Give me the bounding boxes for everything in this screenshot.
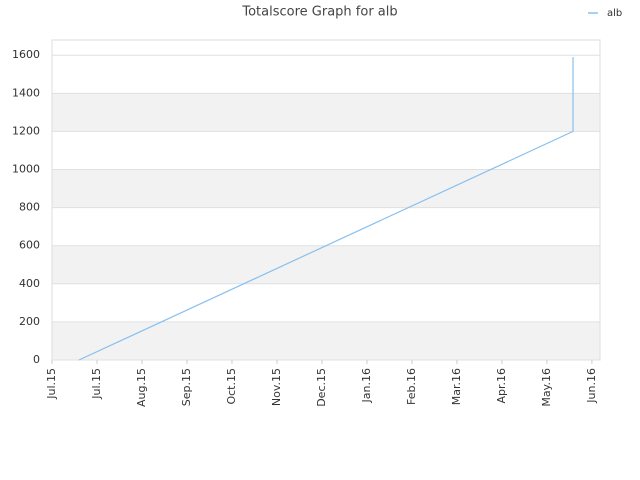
y-tick-label: 400 [19, 277, 40, 290]
x-tick-label: Aug.15 [135, 368, 148, 407]
grid-band [52, 321, 600, 360]
x-tick-label: Dec.15 [315, 368, 328, 407]
x-tick-label: Feb.16 [405, 368, 418, 405]
grid-band [52, 169, 600, 208]
x-tick-label: Nov.15 [270, 368, 283, 406]
data-line [78, 57, 574, 361]
y-tick-label: 800 [19, 201, 40, 214]
y-tick-label: 1000 [12, 163, 40, 176]
legend-label: alb [607, 8, 622, 19]
x-tick-label: Jun.16 [585, 368, 598, 404]
y-tick-label: 1400 [12, 86, 40, 99]
y-tick-label: 600 [19, 239, 40, 252]
x-tick-label: Apr.16 [495, 368, 508, 404]
x-tick-label: Mar.16 [450, 368, 463, 405]
y-tick-label: 200 [19, 315, 40, 328]
x-tick-label: Oct.15 [225, 368, 238, 405]
x-tick-label: Jul.15 [45, 368, 58, 400]
y-tick-label: 1200 [12, 124, 40, 137]
x-tick-label: Jan.16 [360, 368, 373, 403]
x-tick-label: May.16 [540, 368, 553, 407]
y-tick-label: 1600 [12, 48, 40, 61]
grid-band [52, 93, 600, 132]
y-tick-label: 0 [33, 353, 40, 366]
chart-title: Totalscore Graph for alb [241, 5, 397, 20]
x-tick-label: Sep.15 [180, 368, 193, 406]
x-tick-label: Jul.15 [90, 368, 103, 400]
grid-band [52, 245, 600, 284]
